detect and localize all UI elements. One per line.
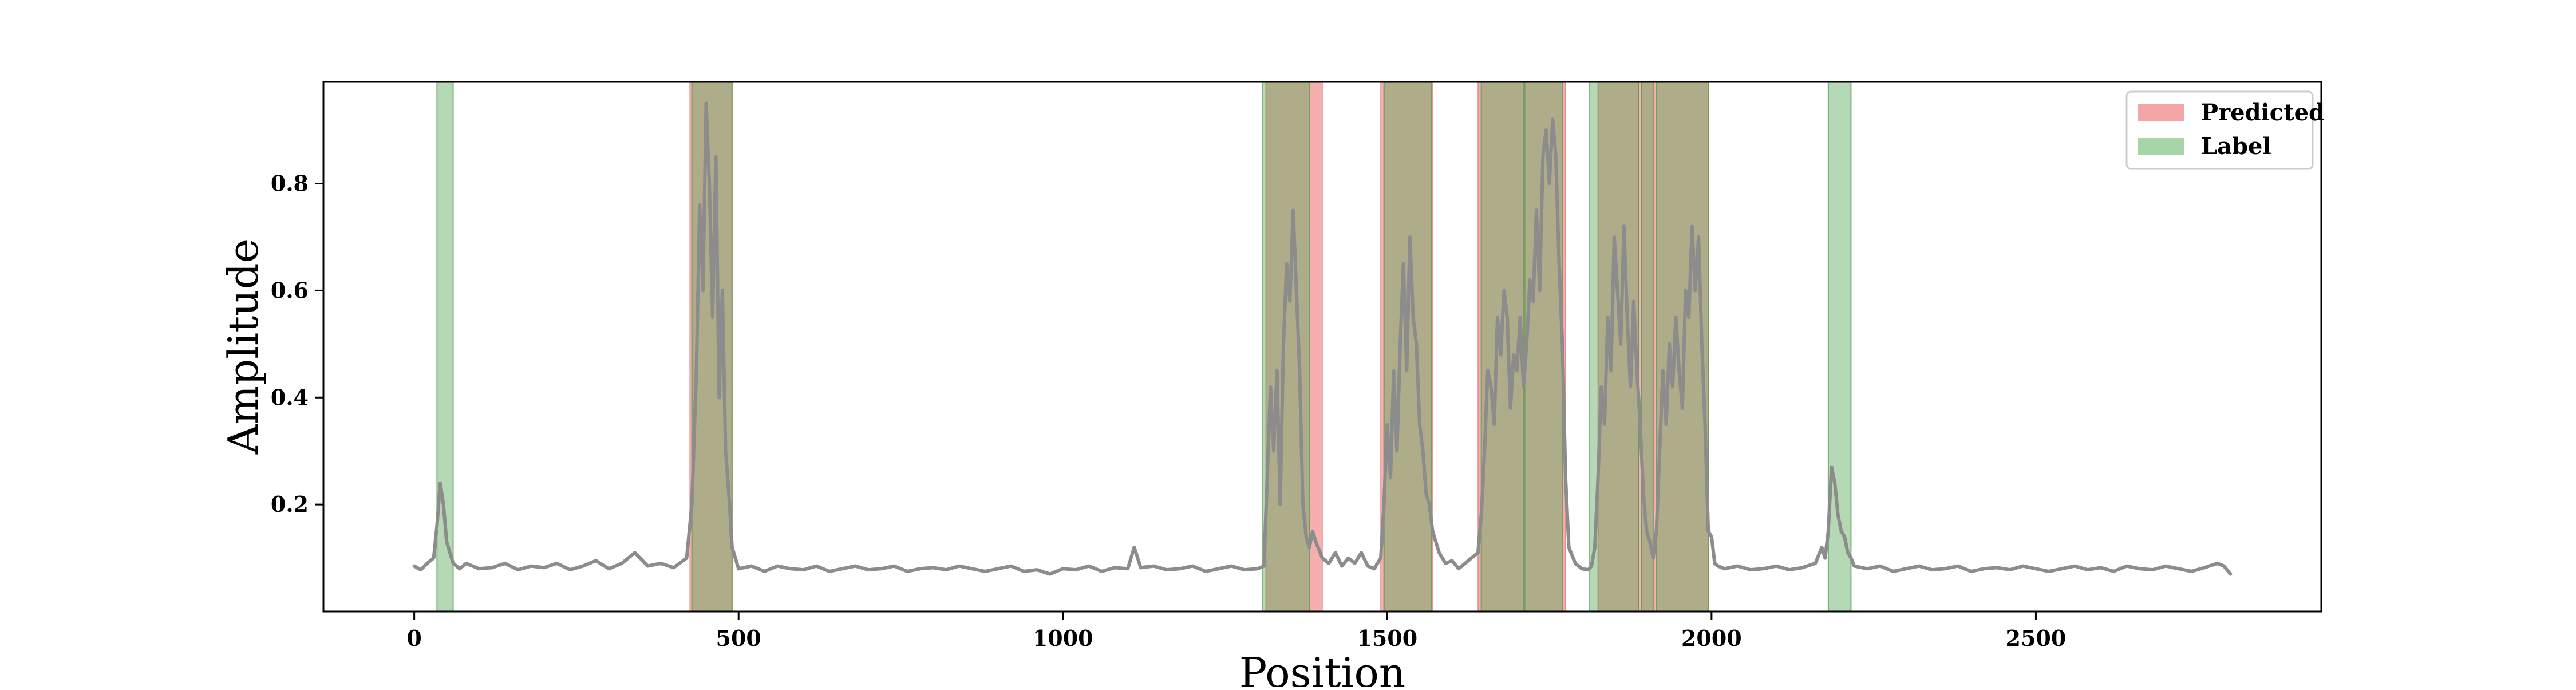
y-axis: 0.2 0.4 0.6 0.8 xyxy=(271,171,323,517)
series-layer xyxy=(412,101,2233,576)
x-tick-label: 2000 xyxy=(1681,625,1742,651)
plot-frame xyxy=(322,81,2322,613)
x-tick-label: 1500 xyxy=(1357,625,1417,651)
legend-label-label: Label xyxy=(2201,133,2271,160)
x-tick-label: 0 xyxy=(406,625,421,651)
y-axis-title: Amplitude xyxy=(219,239,267,455)
legend-swatch-predicted xyxy=(2138,104,2184,121)
series-line xyxy=(412,101,2233,576)
x-tick-label: 2500 xyxy=(2006,625,2067,651)
label-region xyxy=(1827,81,1852,612)
y-tick-label: 0.4 xyxy=(271,384,309,410)
legend: Predicted Label xyxy=(2125,90,2325,170)
legend-swatch-label xyxy=(2138,138,2184,155)
legend-label-predicted: Predicted xyxy=(2201,99,2325,126)
y-tick-label: 0.2 xyxy=(271,491,309,517)
y-tick-label: 0.6 xyxy=(271,277,309,303)
x-tick-label: 500 xyxy=(716,625,761,651)
x-tick-label: 1000 xyxy=(1033,625,1093,651)
x-axis: 0 500 1000 1500 2000 2500 xyxy=(406,612,2066,651)
y-tick-label: 0.8 xyxy=(271,171,309,196)
label-region xyxy=(1262,81,1310,612)
x-axis-title: Position xyxy=(1239,649,1406,687)
